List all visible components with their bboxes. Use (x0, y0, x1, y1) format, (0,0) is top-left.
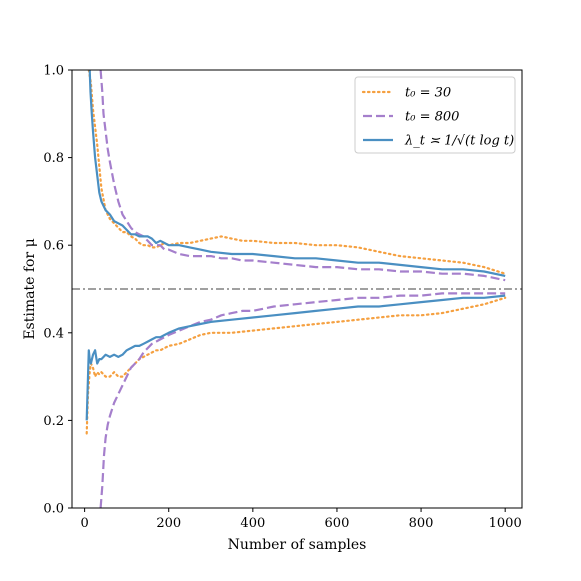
y-tick-label: 0.2 (43, 414, 64, 429)
y-tick-label: 0.0 (43, 502, 64, 517)
x-tick-label: 1000 (489, 516, 522, 531)
legend-entry-2: t₀ = 800 (405, 110, 459, 125)
x-tick-label: 0 (80, 516, 88, 531)
x-axis-label: Number of samples (228, 537, 367, 553)
plot-frame (71, 69, 523, 509)
y-axis: 0.0 0.2 0.4 0.6 0.8 1.0 (43, 64, 72, 517)
x-tick-label: 200 (156, 516, 181, 531)
series-3-upper-line (88, 70, 506, 277)
y-tick-label: 0.4 (43, 326, 64, 341)
x-tick-label: 800 (409, 516, 434, 531)
legend-box (354, 76, 516, 154)
x-axis: 0 200 400 600 800 1000 (80, 508, 522, 531)
x-tick-label: 400 (240, 516, 265, 531)
series-layer (85, 70, 507, 508)
series-1-lower-line (85, 296, 507, 435)
x-tick-label: 600 (325, 516, 350, 531)
legend: t₀ = 30 t₀ = 800 λ_t ≍ 1/√(t log t) (354, 76, 516, 154)
series-3-lower-line (85, 294, 506, 421)
y-tick-label: 0.8 (43, 151, 64, 166)
legend-entry-3: λ_t ≍ 1/√(t log t) (404, 134, 514, 149)
y-axis-label: Estimate for μ (22, 238, 38, 339)
series-2-lower-line (99, 292, 506, 508)
y-tick-label: 1.0 (43, 64, 64, 79)
series-2-upper-line (99, 70, 506, 282)
y-tick-label: 0.6 (43, 239, 64, 254)
legend-entry-1: t₀ = 30 (405, 86, 451, 101)
